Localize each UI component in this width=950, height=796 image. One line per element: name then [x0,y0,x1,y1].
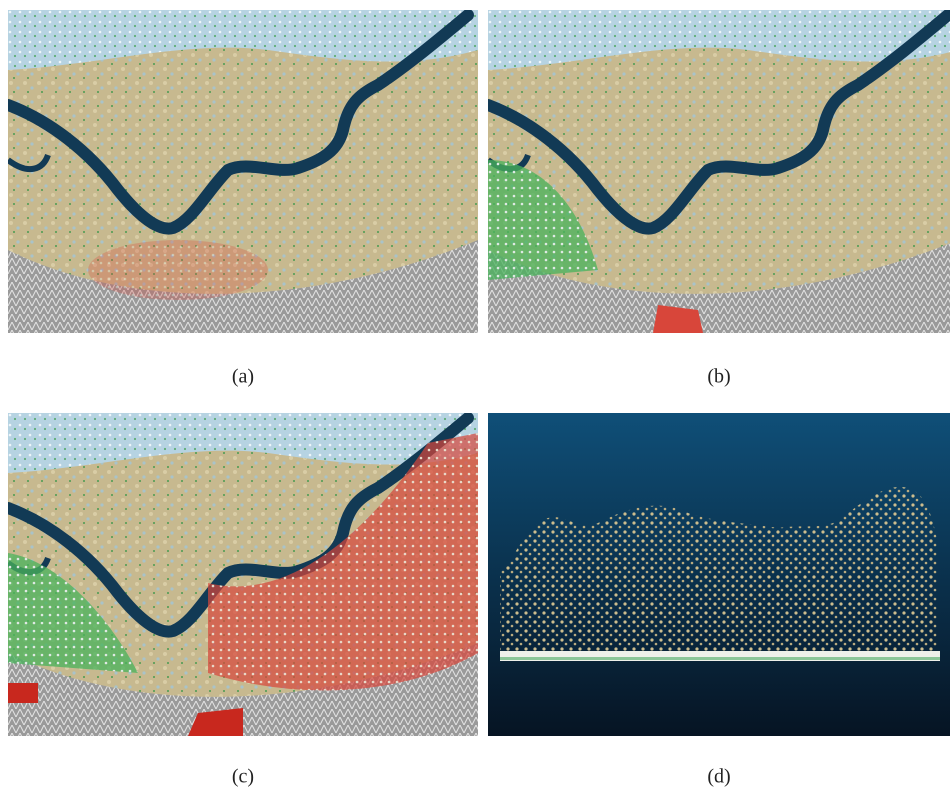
panel-c-image [8,413,478,736]
caption: (b) [707,366,730,388]
panel-a-image [8,10,478,333]
caption: (d) [707,766,730,788]
caption: (a) [232,366,254,388]
caption: (c) [232,766,254,788]
panel-b-image [488,10,950,333]
figure: (a) (b) (c) (d) [0,0,950,796]
panel-d-image [488,413,950,736]
